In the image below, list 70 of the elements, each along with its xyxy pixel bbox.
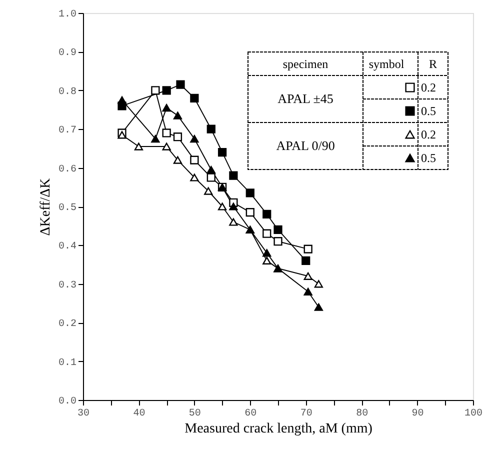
x-tick-label: 50: [188, 408, 201, 420]
point: [173, 112, 182, 120]
point: [246, 188, 254, 198]
point: [229, 202, 238, 210]
x-tick-label: 40: [133, 408, 146, 420]
point: [118, 131, 126, 139]
point: [190, 94, 199, 102]
point: [304, 272, 312, 280]
legend-label: 0.2: [421, 128, 436, 142]
point: [162, 142, 171, 150]
point: [302, 256, 310, 265]
legend-title: symbol: [368, 56, 405, 71]
point: [162, 104, 171, 112]
point: [204, 187, 213, 195]
point: [206, 124, 216, 134]
legend-label: 0.5: [421, 104, 436, 118]
x-tick-label: 30: [77, 408, 90, 420]
annotation: APAL 0/90: [276, 138, 335, 153]
y-tick-label: 0.9: [58, 48, 76, 60]
point: [262, 210, 272, 219]
y-tick-label: 0.4: [58, 242, 76, 253]
y-tick-label: 0.0: [58, 396, 76, 408]
point: [304, 244, 312, 254]
point: [173, 132, 182, 142]
point: [190, 156, 199, 164]
point: [151, 134, 160, 143]
y-tick-label: 0.6: [58, 164, 76, 176]
point: [134, 142, 144, 150]
y-tick-label: 0.7: [58, 126, 76, 137]
y-tick-label: 0.3: [58, 280, 76, 292]
point: [229, 218, 238, 226]
point: [151, 86, 160, 95]
point: [274, 225, 282, 234]
point: [218, 148, 227, 157]
y-tick-label: 0.5: [58, 203, 76, 214]
point: [304, 288, 312, 296]
point: [118, 96, 126, 104]
x-tick-label: 100: [464, 408, 483, 420]
point: [206, 173, 216, 182]
point: [190, 134, 199, 143]
point: [176, 80, 185, 89]
x-tick-label: 60: [244, 408, 257, 420]
point: [262, 256, 272, 264]
point: [173, 156, 182, 164]
y-tick-label: 0.1: [58, 358, 76, 369]
point: [262, 249, 272, 257]
point: [162, 128, 171, 138]
point: [162, 86, 171, 95]
point: [206, 166, 216, 174]
legend-label: 0.5: [421, 151, 436, 165]
point: [262, 229, 272, 238]
y-tick-label: 0.8: [58, 86, 76, 98]
x-tick-label: 70: [300, 408, 312, 420]
annotation: APAL ±45: [278, 91, 334, 106]
point: [274, 237, 282, 246]
point: [314, 303, 323, 311]
point: [246, 208, 254, 217]
point: [190, 174, 199, 182]
y-axis-title: ΔKeff/ΔK: [38, 178, 54, 236]
x-axis-title: Measured crack length, aM (mm): [184, 422, 373, 436]
point: [218, 202, 227, 210]
annotation: R: [428, 56, 438, 71]
y-tick-label: 0.2: [58, 319, 76, 330]
point: [314, 280, 323, 288]
x-tick-label: 90: [412, 408, 424, 420]
legend-label: 0.2: [421, 80, 436, 94]
point: [229, 171, 238, 180]
x-tick-label: 80: [356, 408, 368, 420]
annotation: specimen: [282, 56, 328, 71]
y-tick-label: 1.0: [58, 10, 76, 20]
